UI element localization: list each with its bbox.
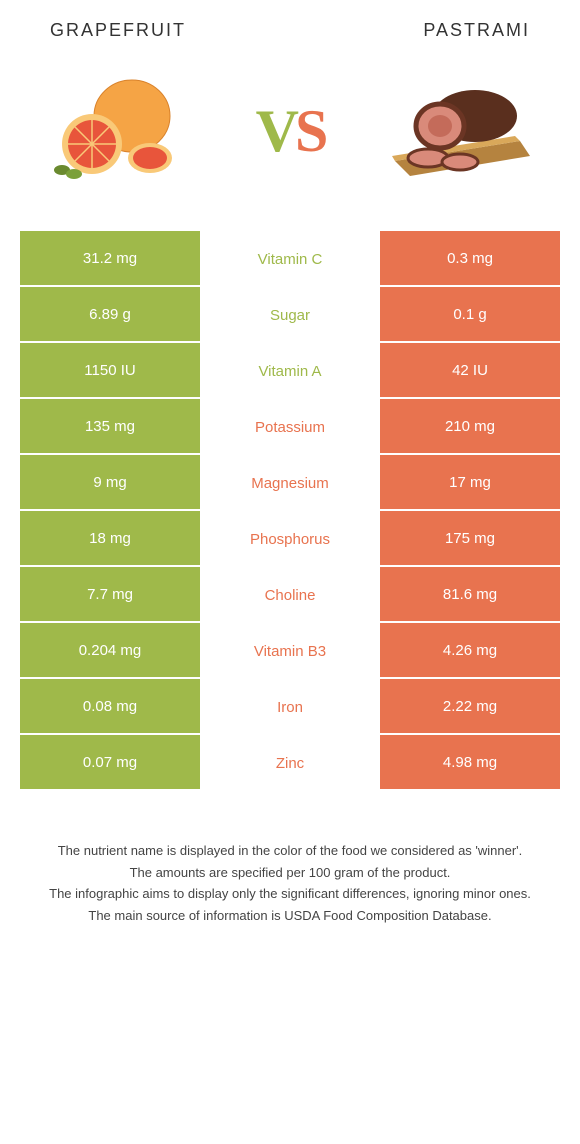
nutrient-value-right: 42 IU [380, 343, 560, 399]
nutrient-label: Iron [200, 679, 380, 735]
nutrient-row: 135 mgPotassium210 mg [20, 399, 560, 455]
nutrient-row: 31.2 mgVitamin C0.3 mg [20, 231, 560, 287]
footnote-line: The amounts are specified per 100 gram o… [30, 863, 550, 883]
nutrient-value-left: 6.89 g [20, 287, 200, 343]
hero-row: VS [0, 51, 580, 231]
nutrient-label: Phosphorus [200, 511, 380, 567]
nutrient-row: 7.7 mgCholine81.6 mg [20, 567, 560, 623]
footnote-line: The nutrient name is displayed in the co… [30, 841, 550, 861]
nutrient-value-left: 18 mg [20, 511, 200, 567]
nutrient-label: Magnesium [200, 455, 380, 511]
nutrient-label: Choline [200, 567, 380, 623]
nutrient-label: Vitamin B3 [200, 623, 380, 679]
nutrient-row: 18 mgPhosphorus175 mg [20, 511, 560, 567]
footnotes: The nutrient name is displayed in the co… [0, 791, 580, 947]
vs-s-letter: S [295, 98, 324, 164]
nutrient-value-left: 31.2 mg [20, 231, 200, 287]
header: Grapefruit Pastrami [0, 0, 580, 51]
food-title-left: Grapefruit [50, 20, 186, 41]
footnote-line: The infographic aims to display only the… [30, 884, 550, 904]
nutrient-value-right: 210 mg [380, 399, 560, 455]
nutrient-value-left: 1150 IU [20, 343, 200, 399]
nutrient-value-left: 9 mg [20, 455, 200, 511]
nutrient-row: 0.07 mgZinc4.98 mg [20, 735, 560, 791]
nutrient-value-left: 0.07 mg [20, 735, 200, 791]
nutrient-value-right: 0.3 mg [380, 231, 560, 287]
vs-label: VS [256, 97, 325, 166]
nutrient-value-right: 175 mg [380, 511, 560, 567]
nutrient-row: 6.89 gSugar0.1 g [20, 287, 560, 343]
nutrient-label: Zinc [200, 735, 380, 791]
pastrami-image [380, 71, 540, 191]
nutrient-row: 1150 IUVitamin A42 IU [20, 343, 560, 399]
nutrient-label: Vitamin A [200, 343, 380, 399]
nutrient-label: Potassium [200, 399, 380, 455]
nutrient-row: 0.204 mgVitamin B34.26 mg [20, 623, 560, 679]
nutrient-table: 31.2 mgVitamin C0.3 mg6.89 gSugar0.1 g11… [20, 231, 560, 791]
nutrient-value-left: 0.204 mg [20, 623, 200, 679]
nutrient-value-right: 81.6 mg [380, 567, 560, 623]
food-title-right: Pastrami [423, 20, 530, 41]
nutrient-label: Vitamin C [200, 231, 380, 287]
vs-v-letter: V [256, 98, 295, 164]
nutrient-value-right: 4.98 mg [380, 735, 560, 791]
nutrient-value-right: 4.26 mg [380, 623, 560, 679]
nutrient-value-right: 0.1 g [380, 287, 560, 343]
nutrient-value-right: 17 mg [380, 455, 560, 511]
nutrient-value-right: 2.22 mg [380, 679, 560, 735]
nutrient-value-left: 0.08 mg [20, 679, 200, 735]
grapefruit-image [40, 71, 200, 191]
nutrient-value-left: 135 mg [20, 399, 200, 455]
nutrient-value-left: 7.7 mg [20, 567, 200, 623]
footnote-line: The main source of information is USDA F… [30, 906, 550, 926]
nutrient-row: 0.08 mgIron2.22 mg [20, 679, 560, 735]
nutrient-row: 9 mgMagnesium17 mg [20, 455, 560, 511]
nutrient-label: Sugar [200, 287, 380, 343]
